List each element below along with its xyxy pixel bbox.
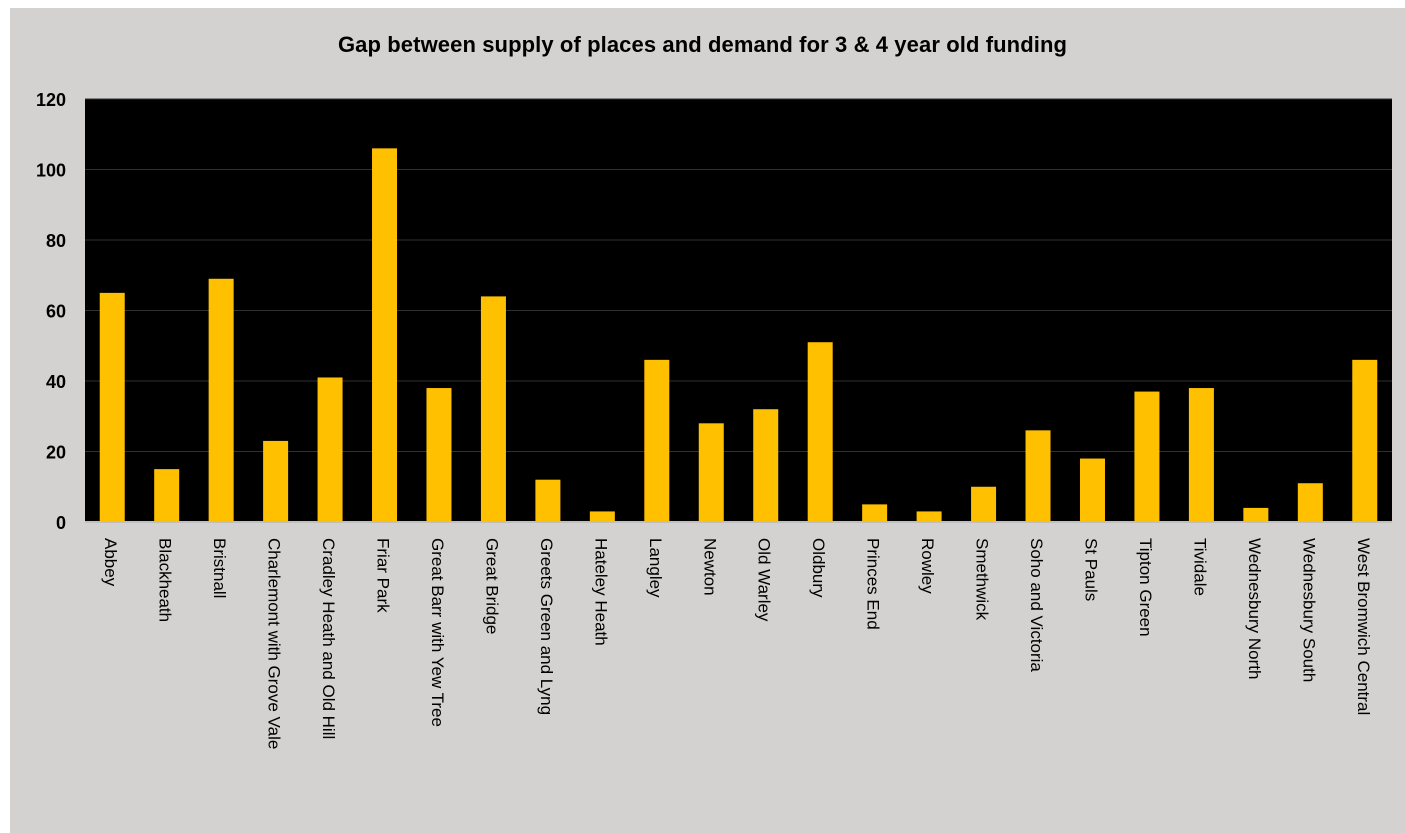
bar [807, 342, 833, 522]
bar [589, 511, 615, 522]
bar [971, 486, 997, 522]
bar [480, 296, 506, 522]
bar [644, 359, 670, 522]
bar [317, 377, 343, 522]
x-tick-label: Tividale [1190, 538, 1209, 596]
bar [1243, 507, 1269, 522]
x-tick-label: Wednesbury North [1245, 538, 1264, 679]
x-tick-label: Newton [700, 538, 719, 596]
bar [698, 423, 724, 522]
bar [208, 278, 234, 522]
x-tick-label: Princes End [864, 538, 883, 630]
x-tick-label: Soho and Victoria [1027, 538, 1046, 672]
x-tick-label: Old Warley [755, 538, 774, 622]
y-tick-label: 20 [46, 443, 66, 463]
bar [753, 409, 779, 522]
x-tick-label: Wednesbury South [1299, 538, 1318, 682]
chart-title: Gap between supply of places and demand … [337, 32, 1068, 57]
x-tick-label: Bristnall [210, 538, 229, 598]
x-tick-label: Tipton Green [1136, 538, 1155, 637]
bar [535, 479, 561, 522]
bar [1188, 388, 1214, 522]
x-tick-label: Smethwick [973, 538, 992, 621]
bar [1079, 458, 1105, 522]
y-tick-label: 60 [46, 302, 66, 322]
x-tick-label: Blackheath [156, 538, 175, 622]
bar [1352, 359, 1378, 522]
bar [263, 440, 289, 522]
x-tick-label: Rowley [918, 538, 937, 594]
y-tick-label: 80 [46, 231, 66, 251]
x-tick-label: Friar Park [374, 538, 393, 613]
bar [862, 504, 888, 522]
x-tick-label: Abbey [101, 538, 120, 587]
bar [154, 469, 180, 522]
x-tick-label: West Bromwich Central [1354, 538, 1373, 715]
bar [426, 388, 452, 522]
x-tick-label: Great Bridge [482, 538, 501, 634]
y-tick-label: 100 [36, 161, 66, 181]
x-tick-label: Charlemont with Grove Vale [265, 538, 284, 749]
bar [372, 148, 398, 522]
x-tick-label: Langley [646, 538, 665, 598]
bar [1025, 430, 1051, 522]
x-tick-label: Greets Green and Lyng [537, 538, 556, 715]
y-tick-label: 120 [36, 90, 66, 110]
bar [1134, 391, 1160, 522]
x-tick-label: St Pauls [1081, 538, 1100, 601]
x-tick-label: Oldbury [809, 538, 828, 598]
bar [99, 292, 125, 522]
y-tick-label: 40 [46, 372, 66, 392]
bar [1297, 483, 1323, 522]
bar [916, 511, 942, 522]
y-tick-label: 0 [56, 513, 66, 533]
x-tick-label: Cradley Heath and Old Hill [319, 538, 338, 739]
x-tick-label: Hateley Heath [591, 538, 610, 646]
x-tick-label: Great Barr with Yew Tree [428, 538, 447, 727]
